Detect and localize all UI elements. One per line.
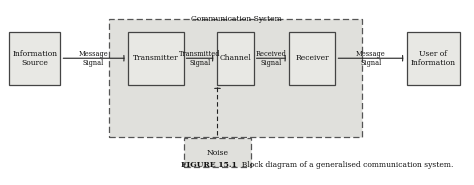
Text: Received
Signal: Received Signal [256,50,287,67]
Text: Receiver: Receiver [295,54,329,62]
Bar [9,32,61,85]
Text: FIGURE 15.1: FIGURE 15.1 [181,161,237,169]
Text: Channel: Channel [219,54,251,62]
Bar [128,32,183,85]
Bar [183,138,251,167]
Text: Communication System: Communication System [191,15,282,23]
Text: Block diagram of a generalised communication system.: Block diagram of a generalised communica… [237,161,453,169]
Text: Transmitter: Transmitter [133,54,179,62]
Bar [407,32,460,85]
Text: Message
Signal: Message Signal [356,50,386,67]
Text: Message
Signal: Message Signal [79,50,109,67]
Text: Information
Source: Information Source [12,50,57,67]
Text: Noise: Noise [207,149,228,157]
Bar [289,32,336,85]
Bar [217,32,254,85]
Text: User of
Information: User of Information [410,50,456,67]
Bar [109,19,363,137]
Text: Transmitted
Signal: Transmitted Signal [179,50,220,67]
